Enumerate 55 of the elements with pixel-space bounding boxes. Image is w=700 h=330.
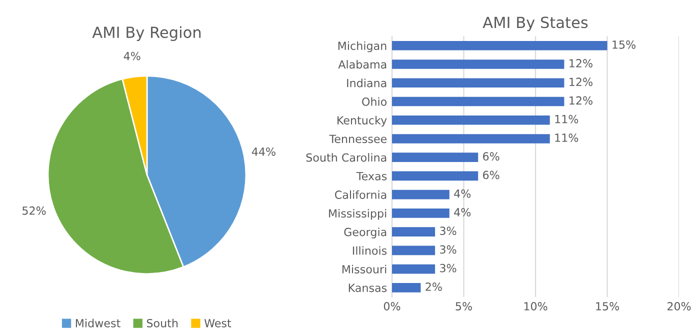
y-tick-label: Ohio	[362, 97, 387, 106]
bar	[392, 283, 421, 292]
bar	[392, 190, 450, 200]
y-tick-label: Georgia	[344, 228, 386, 238]
data-label: 6%	[483, 152, 500, 161]
bar	[392, 40, 608, 50]
y-tick-label: Tennessee	[329, 134, 387, 144]
y-tick-label: Missouri	[342, 264, 386, 274]
bar	[392, 60, 564, 69]
data-label: 6%	[483, 170, 500, 180]
chart-title: AMI By States	[482, 16, 588, 32]
x-tick-label: 10%	[524, 302, 548, 310]
y-tick-label: South Carolina	[306, 153, 386, 162]
data-label: 3%	[440, 226, 456, 236]
bar	[392, 264, 436, 274]
data-label: 2%	[426, 282, 442, 291]
y-tick-label: California	[335, 190, 386, 199]
chart-title: AMI By Region	[92, 26, 201, 42]
y-tick-label: Texas	[356, 172, 387, 180]
data-label: 52%	[22, 206, 46, 215]
bar	[392, 227, 436, 236]
data-label: 44%	[252, 147, 276, 156]
bar	[392, 208, 450, 218]
x-tick-label: 5%	[456, 302, 472, 310]
bar	[392, 171, 478, 181]
bar	[392, 96, 564, 106]
bar	[392, 152, 478, 162]
y-tick-label: Kansas	[348, 284, 387, 292]
x-tick-label: 0%	[384, 302, 400, 310]
data-label: 12%	[570, 96, 592, 105]
data-label: 3%	[440, 245, 456, 254]
data-label: 15%	[612, 40, 636, 49]
data-label: 3%	[440, 264, 456, 272]
y-tick-label: Kentucky	[338, 116, 387, 127]
y-tick-label: Alabama	[338, 60, 386, 69]
bar	[392, 246, 436, 256]
bar	[392, 134, 550, 144]
data-label: 12%	[570, 59, 592, 68]
bar	[392, 78, 564, 88]
x-tick-label: 15%	[596, 302, 619, 310]
y-tick-label: Indiana	[347, 78, 386, 88]
data-label: 4%	[454, 208, 471, 216]
y-tick-label: Mississippi	[329, 208, 386, 220]
legend-label: West	[204, 319, 232, 328]
bar	[392, 115, 550, 125]
x-tick-label: 20%	[667, 302, 691, 310]
y-tick-label: Illinois	[352, 246, 387, 255]
data-label: 12%	[570, 78, 592, 86]
data-label: 11%	[555, 134, 578, 142]
data-label: 4%	[454, 189, 471, 198]
data-label: 4%	[124, 52, 140, 60]
legend-label: South	[146, 318, 178, 328]
data-label: 11%	[555, 114, 578, 124]
y-tick-label: Michigan	[338, 41, 386, 52]
legend-label: Midwest	[76, 318, 120, 328]
